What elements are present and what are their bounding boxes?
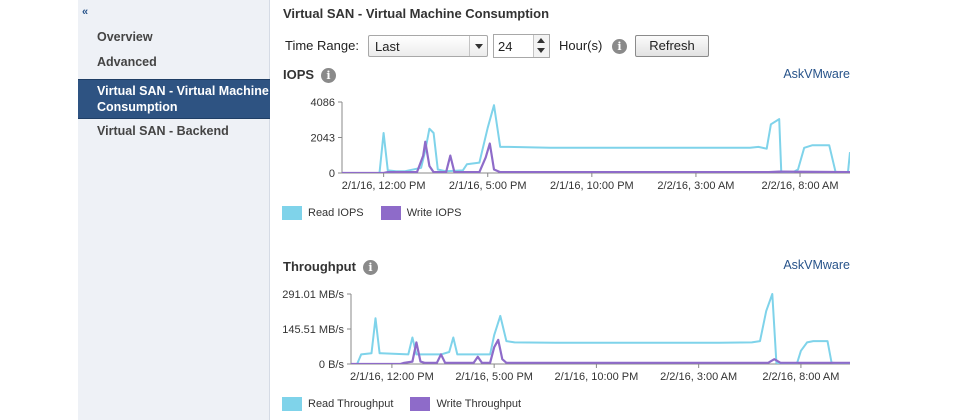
legend-swatch-write [410, 397, 431, 411]
chart-svg: 4086 2043 0 2/1/16, 12:00 PM 2/1/16, 5:00 PM… [311, 97, 850, 192]
x-tick-label: 2/1/16, 5:00 PM [455, 371, 533, 383]
sidebar-item-overview[interactable]: Overview [97, 30, 153, 44]
x-tick-label: 2/1/16, 10:00 PM [555, 371, 639, 383]
iops-info-icon[interactable]: i [321, 68, 336, 83]
throughput-legend: Read Throughput Write Throughput [282, 397, 535, 411]
time-range-label: Time Range: [285, 38, 359, 53]
stepper-buttons [533, 35, 549, 57]
throughput-askvmware-link[interactable]: AskVMware [783, 258, 850, 272]
chart-svg: 291.01 MB/s 145.51 MB/s 0 B/s 2/1/16, 12:00… [282, 289, 850, 383]
legend-swatch-write [380, 206, 401, 220]
main-panel: Virtual SAN - Virtual Machine Consumptio… [270, 0, 850, 420]
sidebar-item-vm-consumption[interactable]: Virtual SAN - Virtual Machine Consumptio… [78, 79, 270, 119]
iops-chart: 4086 2043 0 2/1/16, 12:00 PM 2/1/16, 5:00 PM… [270, 90, 850, 198]
series-line-write [342, 140, 850, 173]
y-tick-label: 2043 [311, 133, 335, 145]
x-tick-label: 2/1/16, 5:00 PM [449, 180, 527, 192]
x-tick-label: 2/2/16, 3:00 AM [657, 180, 734, 192]
throughput-info-icon[interactable]: i [363, 260, 378, 275]
y-tick-label: 0 B/s [319, 359, 345, 371]
select-arrow-box [469, 36, 487, 56]
x-tick-label: 2/2/16, 8:00 AM [762, 371, 839, 383]
legend-item-write-throughput: Write Throughput [410, 397, 521, 411]
legend-swatch-read [282, 206, 302, 220]
legend-item-write-iops: Write IOPS [380, 206, 462, 220]
increment-arrow-icon[interactable] [537, 38, 545, 43]
throughput-chart-title: Throughput [283, 259, 356, 274]
hours-unit-label: Hour(s) [559, 38, 603, 53]
legend-label-write-throughput: Write Throughput [436, 398, 522, 410]
legend-swatch-read [282, 397, 302, 411]
sidebar-item-backend[interactable]: Virtual SAN - Backend [97, 124, 229, 138]
y-tick-label: 0 [329, 168, 335, 180]
x-tick-label: 2/1/16, 10:00 PM [550, 180, 634, 192]
sidebar-item-advanced[interactable]: Advanced [97, 55, 157, 69]
iops-legend: Read IOPS Write IOPS [282, 206, 476, 220]
y-tick-label: 291.01 MB/s [282, 289, 344, 301]
iops-chart-title: IOPS [283, 67, 315, 82]
refresh-button[interactable]: Refresh [635, 35, 709, 57]
hours-stepper-value: 24 [498, 39, 513, 54]
x-tick-label: 2/2/16, 8:00 AM [762, 180, 839, 192]
series-line-read [342, 104, 850, 173]
series-line-write [351, 338, 850, 364]
toolbar: Time Range: Last 24 Hour(s) i Refresh [285, 34, 845, 58]
iops-askvmware-link[interactable]: AskVMware [783, 67, 850, 81]
x-tick-label: 2/1/16, 12:00 PM [342, 180, 426, 192]
decrement-arrow-icon[interactable] [537, 48, 545, 53]
legend-label-read-throughput: Read Throughput [308, 398, 394, 410]
x-tick-label: 2/2/16, 3:00 AM [660, 371, 737, 383]
page-title: Virtual SAN - Virtual Machine Consumptio… [283, 6, 550, 21]
time-range-select-value: Last [375, 39, 400, 54]
x-tick-label: 2/1/16, 12:00 PM [350, 371, 434, 383]
legend-item-read-throughput: Read Throughput [282, 397, 393, 411]
series-line-read [351, 293, 850, 364]
sidebar: « Overview Advanced Virtual SAN - Virtua… [78, 0, 270, 420]
chevron-down-icon [475, 44, 483, 49]
info-icon[interactable]: i [612, 39, 627, 54]
y-tick-label: 145.51 MB/s [282, 324, 344, 336]
time-range-select[interactable]: Last [368, 35, 488, 57]
collapse-sidebar-icon[interactable]: « [82, 6, 89, 18]
throughput-chart: 291.01 MB/s 145.51 MB/s 0 B/s 2/1/16, 12:00… [270, 282, 850, 390]
hours-stepper[interactable]: 24 [493, 34, 550, 58]
legend-label-read-iops: Read IOPS [308, 207, 364, 219]
y-tick-label: 4086 [311, 97, 335, 109]
legend-item-read-iops: Read IOPS [282, 206, 364, 220]
legend-label-write-iops: Write IOPS [406, 207, 462, 219]
